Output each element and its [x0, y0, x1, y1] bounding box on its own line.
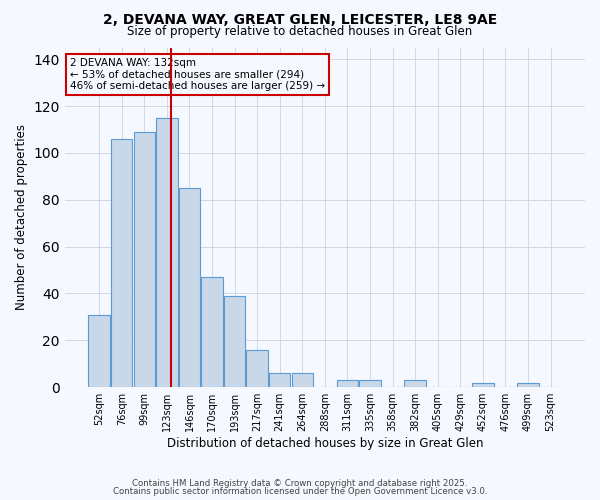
- Bar: [179, 188, 200, 387]
- Bar: [472, 382, 494, 387]
- Text: Contains public sector information licensed under the Open Government Licence v3: Contains public sector information licen…: [113, 488, 487, 496]
- Bar: [517, 382, 539, 387]
- Bar: [359, 380, 381, 387]
- Bar: [224, 296, 245, 387]
- X-axis label: Distribution of detached houses by size in Great Glen: Distribution of detached houses by size …: [167, 437, 483, 450]
- Text: Contains HM Land Registry data © Crown copyright and database right 2025.: Contains HM Land Registry data © Crown c…: [132, 478, 468, 488]
- Text: 2, DEVANA WAY, GREAT GLEN, LEICESTER, LE8 9AE: 2, DEVANA WAY, GREAT GLEN, LEICESTER, LE…: [103, 12, 497, 26]
- Bar: [88, 314, 110, 387]
- Text: 2 DEVANA WAY: 132sqm
← 53% of detached houses are smaller (294)
46% of semi-deta: 2 DEVANA WAY: 132sqm ← 53% of detached h…: [70, 58, 325, 91]
- Bar: [156, 118, 178, 387]
- Bar: [269, 373, 290, 387]
- Y-axis label: Number of detached properties: Number of detached properties: [15, 124, 28, 310]
- Text: Size of property relative to detached houses in Great Glen: Size of property relative to detached ho…: [127, 25, 473, 38]
- Bar: [247, 350, 268, 387]
- Bar: [337, 380, 358, 387]
- Bar: [292, 373, 313, 387]
- Bar: [134, 132, 155, 387]
- Bar: [404, 380, 426, 387]
- Bar: [111, 139, 133, 387]
- Bar: [202, 277, 223, 387]
